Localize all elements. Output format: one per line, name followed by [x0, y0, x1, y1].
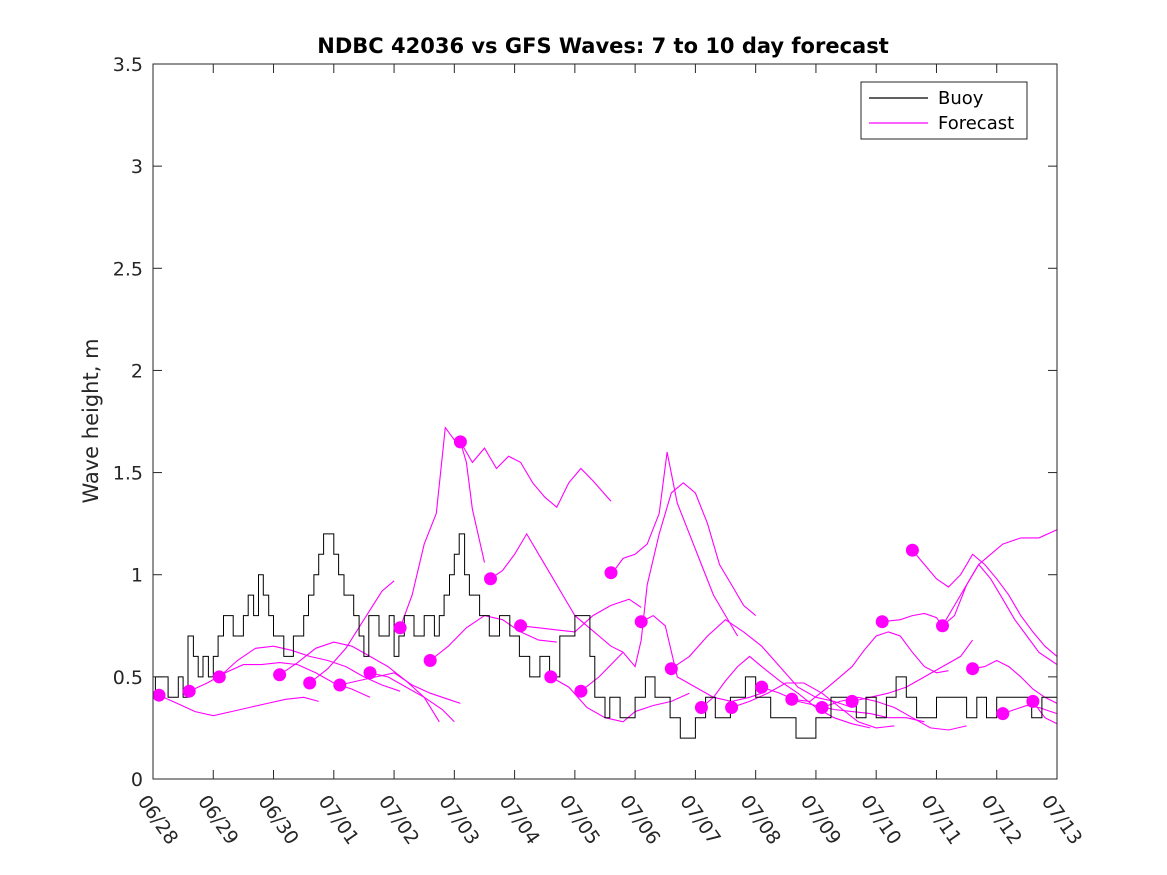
forecast-start-marker-25	[936, 619, 949, 633]
forecast-start-marker-7	[393, 621, 407, 635]
forecast-start-marker-20	[785, 692, 799, 706]
forecast-line-10	[490, 532, 624, 653]
forecast-line-16	[670, 619, 853, 709]
forecast-line-11	[520, 598, 642, 633]
forecast-start-marker-27	[996, 707, 1010, 721]
forecast-start-marker-24	[905, 543, 919, 557]
forecast-start-marker-4	[303, 676, 317, 690]
y-tick-label-4: 2	[131, 360, 143, 382]
forecast-start-marker-12	[544, 670, 558, 684]
forecast-start-marker-8	[423, 654, 437, 667]
forecast-line-17	[701, 655, 871, 729]
forecast-start-marker-21	[815, 701, 829, 714]
legend-label-1: Forecast	[938, 113, 1014, 134]
forecast-start-marker-10	[484, 572, 497, 586]
forecast-line-26	[972, 659, 1058, 704]
forecast-start-marker-11	[514, 619, 528, 633]
axes-box	[152, 63, 1058, 780]
y-axis-label: Wave height, m	[79, 338, 103, 503]
forecast-start-marker-26	[966, 662, 980, 676]
forecast-line-14	[610, 451, 739, 637]
y-tick-label-3: 1.5	[113, 463, 143, 485]
y-tick-label-2: 1	[131, 565, 143, 587]
forecast-start-marker-2	[212, 670, 226, 684]
y-tick-label-6: 3	[131, 156, 143, 178]
forecast-start-marker-1	[182, 684, 196, 698]
forecast-line-5	[339, 672, 461, 704]
forecast-start-marker-16	[664, 662, 678, 676]
forecast-line-23	[882, 529, 1058, 627]
forecast-start-marker-5	[333, 678, 347, 692]
forecast-start-marker-17	[694, 701, 708, 714]
forecast-start-marker-15	[634, 615, 648, 629]
forecast-start-marker-14	[604, 566, 618, 580]
buoy-line	[153, 533, 1058, 739]
legend-box	[860, 81, 1028, 140]
legend-label-0: Buoy	[938, 88, 984, 109]
forecast-line-25	[942, 563, 1058, 666]
forecast-start-marker-0	[152, 688, 166, 702]
y-tick-label-1: 0.5	[113, 667, 143, 689]
forecast-line-8	[429, 615, 557, 661]
forecast-start-marker-18	[725, 701, 739, 714]
forecast-line-7	[399, 426, 486, 628]
forecast-start-marker-9	[453, 435, 467, 449]
y-tick-label-0: 0	[131, 769, 143, 791]
forecast-line-28	[1032, 701, 1058, 725]
forecast-line-4	[309, 580, 395, 684]
forecast-start-marker-28	[1026, 694, 1040, 708]
forecast-line-6	[369, 672, 455, 723]
forecast-start-marker-23	[875, 615, 889, 629]
y-tick-label-7: 3.5	[113, 54, 143, 76]
forecast-line-3	[279, 641, 440, 723]
forecast-line-20	[791, 631, 949, 702]
forecast-line-2	[218, 645, 401, 692]
forecast-start-marker-19	[755, 680, 769, 694]
chart-title: NDBC 42036 vs GFS Waves: 7 to 10 day for…	[317, 34, 888, 58]
forecast-start-marker-13	[574, 684, 588, 698]
y-tick-label-5: 2.5	[113, 258, 143, 280]
forecast-start-marker-6	[363, 666, 377, 680]
forecast-line-9	[459, 441, 612, 509]
forecast-start-marker-3	[273, 668, 287, 682]
forecast-line-12	[550, 676, 690, 723]
forecast-line-13	[580, 482, 757, 692]
forecast-start-marker-22	[845, 694, 859, 708]
forecast-line-24	[911, 549, 1058, 657]
legend: Buoy Forecast	[860, 81, 1028, 140]
forecast-line-22	[851, 639, 974, 702]
forecast-line-15	[640, 614, 762, 702]
forecast-line-0	[158, 694, 319, 717]
